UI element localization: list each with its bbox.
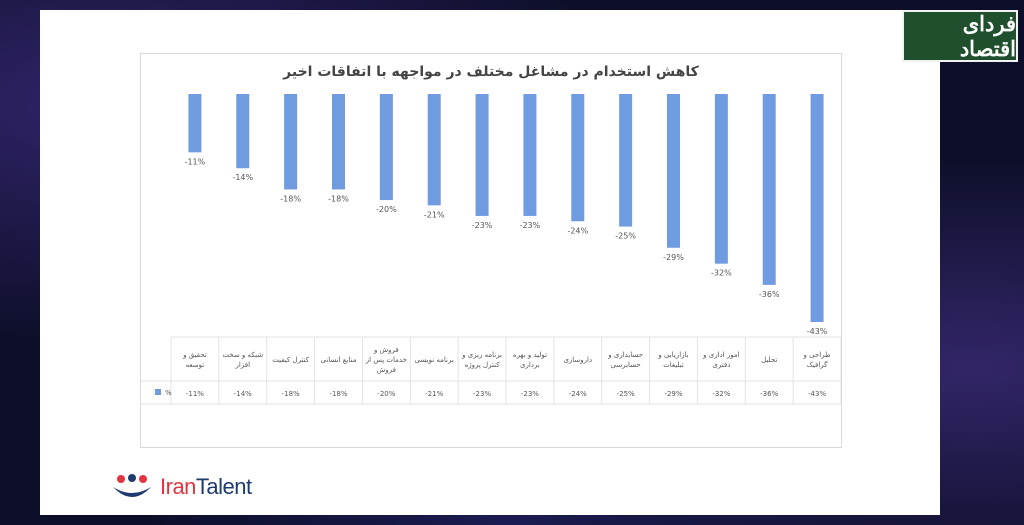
bar — [714, 94, 728, 264]
brand-name-part2: Talent — [195, 474, 252, 499]
people-icon — [113, 474, 151, 497]
category-label: گرافیک — [807, 360, 829, 369]
fardaye-eghtesad-logo: فردای اقتصاد — [902, 10, 1018, 62]
category-label: برداری — [520, 361, 540, 369]
category-label: برنامه نویسی — [415, 356, 454, 364]
bar-data-label: -23% — [472, 221, 493, 230]
chart-title: کاهش استخدام در مشاغل مختلف در مواجهه با… — [283, 64, 699, 80]
category-label: توسعه — [186, 361, 205, 369]
bar-data-label: -24% — [567, 226, 588, 235]
table-value: -43% — [808, 390, 826, 398]
category-label: فروش و — [373, 346, 399, 354]
category-label: طراحی و — [802, 351, 831, 359]
bar-data-label: -18% — [328, 194, 349, 203]
table-value: -20% — [377, 390, 395, 398]
table-value: -36% — [760, 390, 778, 398]
bar-data-label: -23% — [520, 221, 541, 230]
bar — [475, 94, 489, 216]
category-label: کنترل کیفیت — [272, 356, 309, 364]
bar — [523, 94, 537, 216]
bar-data-label: -18% — [280, 194, 301, 203]
bar-data-label: -32% — [711, 269, 732, 278]
category-label: حسابرسی — [611, 361, 641, 369]
category-label: شبکه و سخت — [222, 351, 263, 359]
bar — [571, 94, 585, 222]
category-label: داروسازی — [563, 356, 592, 364]
category-label: حسابداری و — [607, 351, 643, 359]
category-label: دفتری — [712, 361, 730, 369]
chart-card: کاهش استخدام در مشاغل مختلف در مواجهه با… — [140, 53, 842, 448]
bar — [619, 94, 633, 227]
table-value: -24% — [569, 390, 587, 398]
bar-data-label: -11% — [185, 157, 206, 166]
irantalent-logo: IranTalent — [110, 472, 252, 502]
category-label: بازاریابی و — [657, 351, 688, 359]
category-label: فروش — [377, 366, 396, 374]
bar-data-label: -20% — [376, 205, 397, 214]
bar — [284, 94, 298, 190]
table-value: -23% — [473, 390, 491, 398]
category-label: افزار — [235, 361, 251, 369]
table-value: -14% — [234, 390, 252, 398]
bar-data-label: -25% — [615, 232, 636, 241]
table-value: -25% — [617, 390, 635, 398]
bar — [332, 94, 345, 190]
category-label: تحقیق و — [182, 351, 207, 359]
bar-data-label: -21% — [424, 210, 445, 219]
bar-data-label: -36% — [759, 290, 780, 299]
bar — [236, 94, 250, 169]
table-value: -18% — [329, 390, 347, 398]
bar — [762, 94, 776, 285]
category-label: تولید و بهره — [513, 351, 547, 359]
bar-data-label: -43% — [807, 327, 828, 336]
slide: کاهش استخدام در مشاغل مختلف در مواجهه با… — [40, 10, 940, 515]
category-label: منابع انسانی — [321, 356, 357, 364]
category-label: تبلیغات — [663, 361, 684, 369]
table-unit-label: % — [165, 389, 172, 397]
table-value: -11% — [186, 390, 204, 398]
table-value: -21% — [425, 390, 443, 398]
table-value: -32% — [712, 390, 730, 398]
bar-data-label: -29% — [663, 253, 684, 262]
category-label: کنترل پروژه — [465, 361, 501, 369]
table-value: -23% — [521, 390, 539, 398]
bar — [810, 94, 824, 322]
table-value: -18% — [282, 390, 300, 398]
bar — [667, 94, 680, 248]
category-label: امور اداری و — [702, 351, 739, 359]
bar — [427, 94, 441, 206]
brand-name-part1: Iran — [160, 474, 196, 499]
category-label: برنامه ریزی و — [461, 351, 502, 359]
table-value: -29% — [664, 390, 682, 398]
bar — [188, 94, 202, 153]
category-label: تحلیل — [761, 356, 777, 364]
category-label: خدمات پس از — [365, 356, 407, 364]
bar-data-label: -14% — [232, 173, 253, 182]
table-legend-swatch — [155, 389, 161, 395]
bar — [379, 94, 393, 201]
